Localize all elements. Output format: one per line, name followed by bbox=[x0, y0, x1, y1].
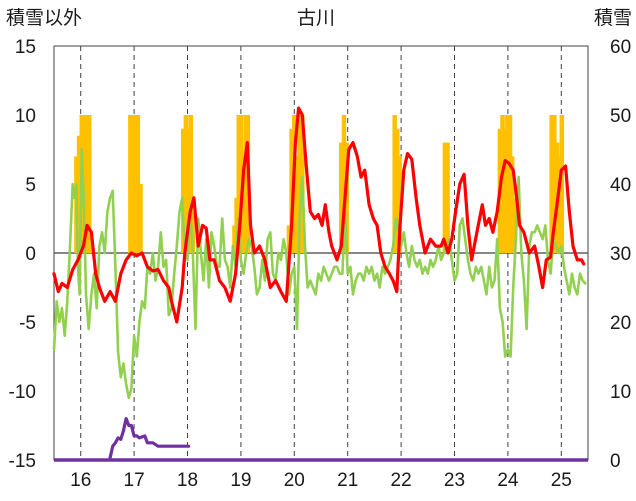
x-tick-label: 20 bbox=[284, 470, 305, 491]
x-tick-label: 22 bbox=[391, 470, 412, 491]
precip-bar bbox=[512, 197, 517, 253]
y-right-tick-label: 10 bbox=[610, 382, 631, 403]
precip-bar bbox=[130, 115, 135, 253]
precip-bar bbox=[397, 156, 402, 253]
precip-bar bbox=[549, 115, 554, 253]
precip-bar bbox=[135, 115, 141, 253]
precip-bar bbox=[86, 115, 92, 253]
x-tick-label: 16 bbox=[70, 470, 91, 491]
precip-bar bbox=[392, 115, 397, 253]
y-left-tick-label: 15 bbox=[15, 37, 36, 58]
y-right-tick-label: 30 bbox=[610, 244, 631, 265]
temperature-line bbox=[52, 106, 586, 324]
x-tick-label: 23 bbox=[444, 470, 465, 491]
precip-bar bbox=[240, 156, 246, 253]
right-axis-label: 積雪 bbox=[594, 7, 632, 29]
y-left-tick-label: -10 bbox=[9, 382, 36, 403]
y-left-tick-label: -15 bbox=[9, 451, 36, 472]
precip-bars bbox=[74, 115, 565, 253]
y-right-tick-label: 50 bbox=[610, 106, 631, 127]
precip-bar bbox=[339, 142, 344, 253]
precip-bar bbox=[138, 184, 143, 253]
snow_depth-line bbox=[108, 417, 191, 460]
precip-bar bbox=[190, 211, 196, 253]
precip-bar bbox=[183, 115, 189, 253]
precip-bar bbox=[344, 142, 349, 253]
axes: 16 17 18 19 20 21 22 23 24 25151050-5-10-15605040… bbox=[9, 37, 632, 491]
chart-title: 古川 bbox=[297, 7, 335, 29]
precip-bar bbox=[445, 142, 450, 253]
x-tick-label: 24 bbox=[497, 470, 519, 491]
precip-bar bbox=[505, 115, 510, 253]
humidity_green-line bbox=[52, 148, 587, 400]
precip-bar bbox=[500, 115, 505, 253]
x-tick-label: 21 bbox=[337, 470, 358, 491]
x-tick-label: 25 bbox=[551, 470, 572, 491]
y-right-tick-label: 40 bbox=[610, 175, 631, 196]
y-left-tick-label: 10 bbox=[15, 106, 36, 127]
precip-bar bbox=[297, 115, 302, 253]
precip-bar bbox=[559, 115, 565, 253]
precip-bar bbox=[132, 115, 138, 253]
precip-bar bbox=[442, 142, 448, 253]
precip-bar bbox=[76, 135, 82, 253]
y-left-tick-label: 0 bbox=[25, 244, 36, 265]
left-axis-label: 積雪以外 bbox=[6, 7, 82, 29]
precip-bar bbox=[286, 225, 292, 253]
precip-bar bbox=[294, 156, 300, 253]
y-right-tick-label: 20 bbox=[610, 313, 631, 334]
precip-bar bbox=[180, 128, 186, 253]
y-left-tick-label: -5 bbox=[19, 313, 36, 334]
precip-bar bbox=[552, 115, 557, 253]
x-tick-label: 18 bbox=[177, 470, 198, 491]
x-tick-label: 17 bbox=[124, 470, 145, 491]
y-right-tick-label: 0 bbox=[610, 451, 621, 472]
y-right-tick-label: 60 bbox=[610, 37, 631, 58]
y-left-tick-label: 5 bbox=[25, 175, 36, 196]
x-tick-label: 19 bbox=[230, 470, 251, 491]
series-lines bbox=[52, 106, 588, 462]
precip-bar bbox=[188, 115, 193, 253]
precip-bar bbox=[82, 115, 87, 253]
precip-bar bbox=[341, 115, 347, 253]
